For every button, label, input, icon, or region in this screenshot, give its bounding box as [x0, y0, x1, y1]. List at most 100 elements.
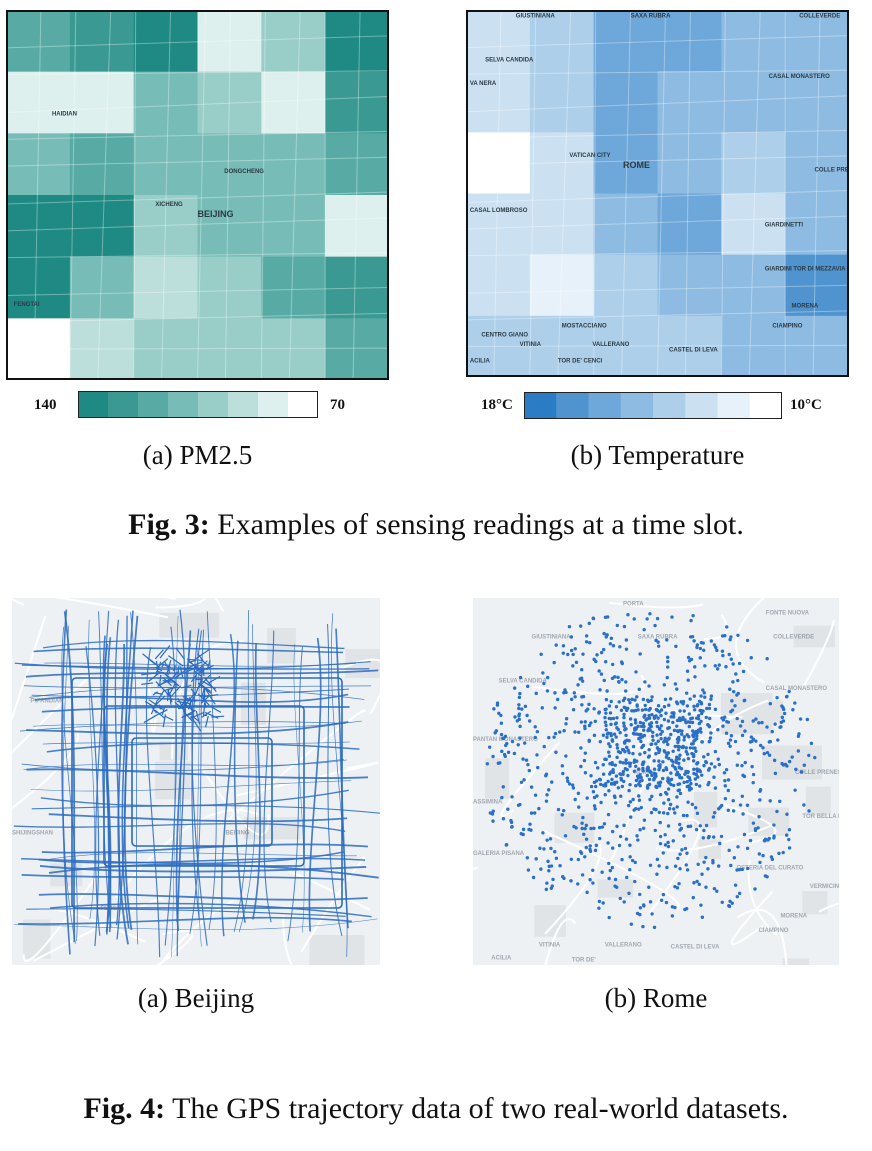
- gps-point: [679, 826, 684, 831]
- gps-point: [551, 877, 555, 882]
- gps-point: [726, 741, 731, 746]
- gps-point: [675, 718, 680, 723]
- map-label: BEIJING: [225, 831, 249, 837]
- gps-point: [537, 806, 541, 811]
- gps-point: [745, 846, 750, 851]
- trajectory-dense: [197, 682, 212, 693]
- gps-point: [519, 832, 523, 836]
- gps-point: [666, 737, 671, 741]
- gps-point: [650, 712, 654, 717]
- gps-point: [638, 775, 642, 780]
- gps-point: [723, 715, 727, 719]
- gps-point: [627, 698, 631, 702]
- gps-point: [673, 682, 678, 686]
- gps-point: [702, 648, 706, 652]
- gps-point: [554, 856, 559, 860]
- gps-point: [561, 651, 566, 655]
- gps-point: [692, 694, 697, 698]
- gps-point: [561, 771, 565, 776]
- temperature-subcaption: (b) Temperature: [570, 440, 745, 470]
- gps-point: [715, 667, 720, 671]
- pm25-colorbar-swatch: [288, 391, 318, 418]
- gps-point: [585, 890, 589, 895]
- trajectory-dense: [180, 695, 188, 708]
- gps-point: [698, 656, 702, 660]
- gps-point: [603, 757, 607, 761]
- gps-point: [631, 744, 636, 749]
- gps-point: [666, 840, 670, 845]
- gps-point: [571, 786, 576, 790]
- gps-point: [527, 827, 531, 832]
- gps-point: [592, 826, 596, 831]
- gps-point: [779, 725, 783, 729]
- gps-point: [692, 639, 696, 643]
- gps-point: [706, 867, 710, 871]
- gps-point: [553, 850, 557, 854]
- trajectory-dense: [161, 706, 166, 716]
- gps-point: [622, 900, 626, 904]
- gps-point: [611, 767, 615, 772]
- gps-point: [583, 855, 587, 859]
- gps-point: [607, 754, 612, 758]
- pm25-street: [6, 96, 389, 113]
- gps-point: [697, 699, 702, 704]
- gps-point: [766, 838, 770, 842]
- gps-point: [676, 748, 681, 752]
- gps-point: [705, 706, 709, 711]
- gps-point: [661, 811, 666, 815]
- trajectory-dense: [152, 691, 159, 696]
- gps-point: [605, 735, 609, 739]
- gps-point: [682, 780, 686, 785]
- gps-point: [627, 739, 631, 743]
- gps-point: [635, 759, 639, 763]
- gps-point: [735, 716, 739, 721]
- gps-point: [765, 750, 770, 755]
- gps-point: [580, 679, 585, 683]
- trajectory-line: [21, 758, 344, 772]
- gps-point: [716, 728, 720, 732]
- gps-point: [683, 907, 687, 912]
- basemap-block: [534, 905, 566, 937]
- gps-point: [560, 764, 565, 768]
- gps-point: [684, 691, 689, 695]
- gps-point: [562, 729, 566, 733]
- gps-point: [654, 752, 658, 756]
- gps-point: [706, 835, 711, 840]
- gps-point: [603, 793, 607, 797]
- gps-point: [648, 612, 652, 616]
- gps-point: [583, 751, 587, 755]
- gps-point: [666, 726, 670, 731]
- gps-point: [628, 800, 633, 804]
- gps-point: [796, 749, 801, 753]
- gps-point: [620, 747, 625, 752]
- trajectory-dense: [154, 709, 168, 717]
- pm25-colorbar-svg: [78, 391, 318, 418]
- gps-point: [542, 744, 546, 749]
- trajectory-dense: [182, 713, 194, 718]
- gps-point: [614, 721, 619, 725]
- gps-point: [626, 803, 631, 808]
- gps-point: [553, 731, 558, 736]
- gps-point: [552, 660, 556, 665]
- gps-point: [686, 678, 690, 682]
- temperature-colorbar-swatch: [556, 392, 589, 419]
- pm25-cell: [197, 318, 262, 380]
- gps-point: [589, 721, 593, 725]
- gps-point: [609, 733, 613, 738]
- gps-point: [678, 753, 682, 757]
- gps-point: [703, 664, 707, 668]
- gps-point: [598, 739, 603, 744]
- gps-point: [729, 635, 733, 639]
- gps-point: [762, 751, 767, 756]
- gps-point: [503, 734, 508, 739]
- gps-point: [618, 834, 623, 839]
- gps-point: [785, 694, 789, 699]
- pm25-cell: [197, 10, 262, 73]
- gps-point: [688, 824, 693, 828]
- gps-point: [665, 865, 669, 870]
- gps-point: [547, 788, 551, 792]
- gps-point: [793, 701, 797, 705]
- gps-point: [662, 683, 666, 687]
- gps-point: [517, 717, 521, 722]
- gps-point: [494, 729, 499, 733]
